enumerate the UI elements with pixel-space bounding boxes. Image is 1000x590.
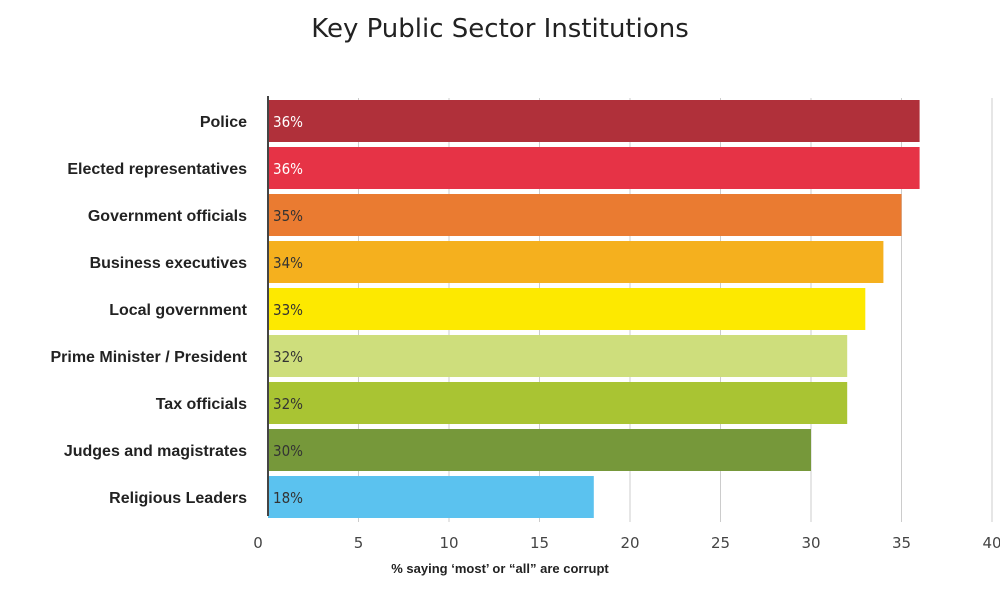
- bar: [268, 476, 594, 518]
- bar: [268, 100, 920, 142]
- bar: [268, 288, 866, 330]
- chart-title: Key Public Sector Institutions: [311, 14, 689, 44]
- x-tick-label: 10: [439, 534, 458, 552]
- bar-value-label: 32%: [273, 348, 303, 366]
- bar: [268, 429, 811, 471]
- bars: [268, 100, 920, 518]
- bar: [268, 194, 902, 236]
- x-tick-label: 40: [982, 534, 1000, 552]
- category-label: Prime Minister / President: [50, 349, 247, 366]
- category-label: Government officials: [88, 208, 247, 225]
- category-label: Police: [200, 114, 247, 131]
- x-tick-label: 35: [892, 534, 911, 552]
- x-tick-label: 25: [711, 534, 730, 552]
- category-label: Judges and magistrates: [64, 443, 247, 460]
- x-tick-label: 30: [801, 534, 820, 552]
- bar-value-label: 34%: [273, 254, 303, 272]
- category-label: Local government: [109, 302, 247, 319]
- x-tick-label: 20: [620, 534, 639, 552]
- bar-value-label: 32%: [273, 395, 303, 413]
- x-tick-labels: 0 5 10 15 20 25 30 35 40: [253, 534, 1000, 552]
- category-label: Tax officials: [156, 396, 247, 413]
- x-tick-label: 15: [530, 534, 549, 552]
- x-tick-label: 5: [354, 534, 364, 552]
- bar-value-label: 33%: [273, 301, 303, 319]
- category-label: Elected representatives: [67, 161, 247, 178]
- x-tick-label: 0: [253, 534, 263, 552]
- bar: [268, 335, 848, 377]
- category-label: Business executives: [90, 255, 248, 272]
- category-labels: Police Elected representatives Government …: [50, 114, 247, 507]
- bar-labels: 36% 36% 35% 34% 33% 32% 32% 30% 18%: [273, 113, 303, 507]
- bar-value-label: 36%: [273, 113, 303, 131]
- bar-value-label: 18%: [273, 489, 303, 507]
- category-label: Religious Leaders: [109, 490, 247, 507]
- bar: [268, 147, 920, 189]
- x-axis-label: % saying ‘most’ or “all” are corrupt: [391, 561, 609, 576]
- bar: [268, 241, 884, 283]
- bar-value-label: 36%: [273, 160, 303, 178]
- bar: [268, 382, 848, 424]
- bar-value-label: 30%: [273, 442, 303, 460]
- bar-value-label: 35%: [273, 207, 303, 225]
